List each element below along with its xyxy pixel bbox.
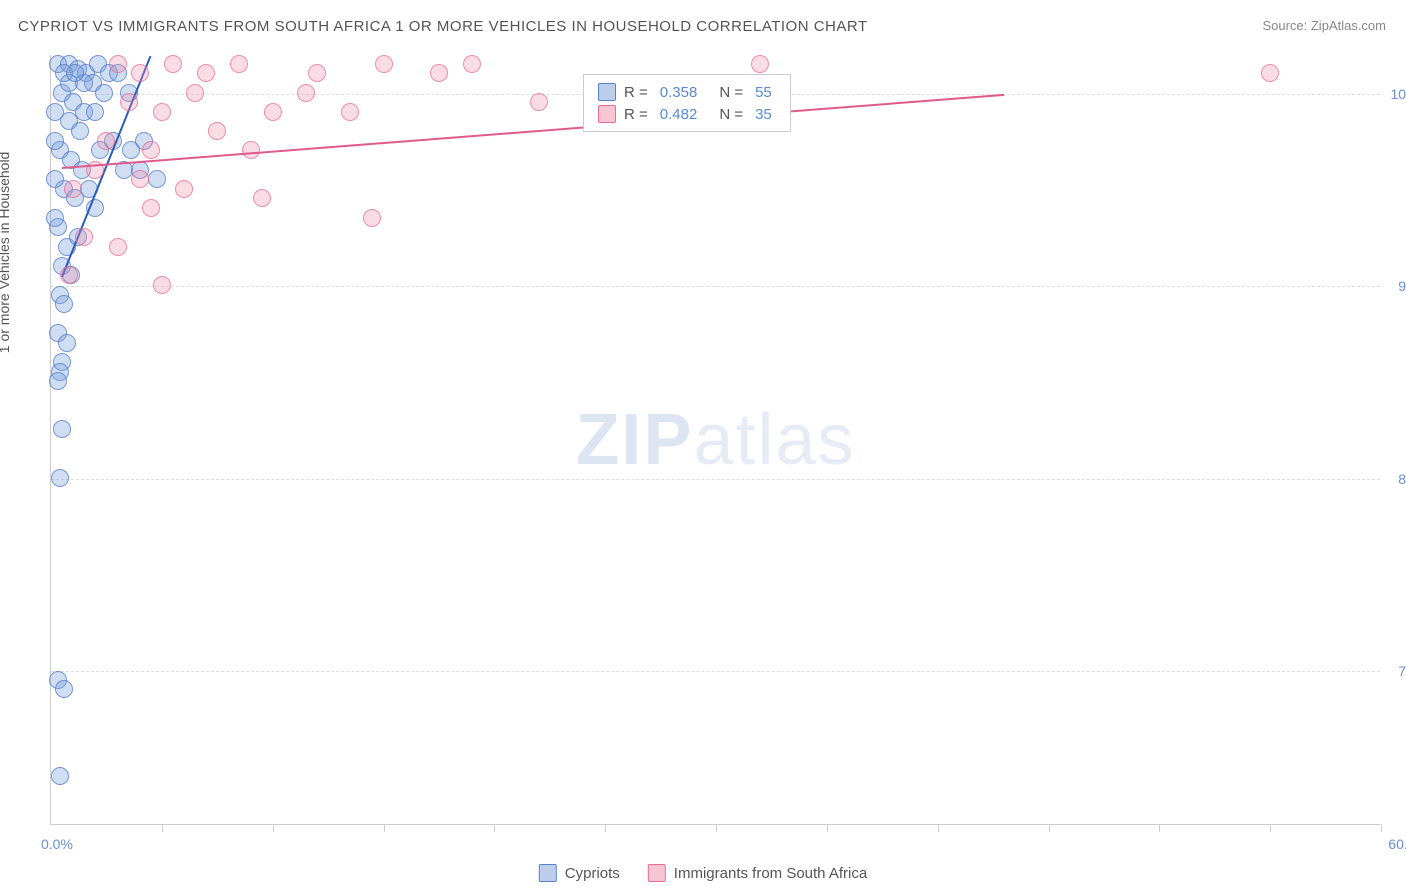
data-point [264, 103, 282, 121]
data-point [131, 64, 149, 82]
data-point [58, 334, 76, 352]
corr-swatch [598, 105, 616, 123]
x-tick [384, 824, 385, 832]
data-point [530, 93, 548, 111]
n-label: N = [719, 84, 743, 101]
data-point [46, 103, 64, 121]
x-tick [162, 824, 163, 832]
watermark: ZIPatlas [575, 399, 855, 481]
data-point [208, 122, 226, 140]
watermark-bold: ZIP [575, 400, 693, 480]
data-point [49, 372, 67, 390]
source-attribution: Source: ZipAtlas.com [1262, 18, 1386, 33]
watermark-light: atlas [693, 400, 855, 480]
gridline [51, 286, 1380, 287]
data-point [230, 55, 248, 73]
x-tick [1381, 824, 1382, 832]
x-tick [605, 824, 606, 832]
data-point [109, 238, 127, 256]
x-tick [827, 824, 828, 832]
data-point [186, 84, 204, 102]
x-tick [1049, 824, 1050, 832]
data-point [153, 276, 171, 294]
correlation-row: R = 0.358 N = 55 [598, 81, 776, 103]
data-point [95, 84, 113, 102]
r-value: 0.482 [660, 106, 698, 123]
x-tick [1270, 824, 1271, 832]
data-point [46, 170, 64, 188]
data-point [142, 141, 160, 159]
data-point [153, 103, 171, 121]
x-tick [1159, 824, 1160, 832]
data-point [430, 64, 448, 82]
data-point [375, 55, 393, 73]
y-tick-label: 70.0% [1398, 663, 1406, 679]
data-point [60, 266, 78, 284]
chart-title: CYPRIOT VS IMMIGRANTS FROM SOUTH AFRICA … [18, 18, 868, 35]
data-point [1261, 64, 1279, 82]
data-point [175, 180, 193, 198]
y-axis-label: 1 or more Vehicles in Household [0, 152, 12, 354]
source-prefix: Source: [1262, 18, 1310, 33]
r-label: R = [624, 106, 648, 123]
data-point [66, 64, 84, 82]
data-point [55, 295, 73, 313]
data-point [109, 55, 127, 73]
data-point [308, 64, 326, 82]
data-point [197, 64, 215, 82]
data-point [131, 170, 149, 188]
r-label: R = [624, 84, 648, 101]
data-point [64, 180, 82, 198]
x-axis-max-label: 60.0% [1388, 836, 1406, 852]
gridline [51, 479, 1380, 480]
data-point [463, 55, 481, 73]
y-tick-label: 100.0% [1391, 86, 1406, 102]
legend-swatch-blue [539, 864, 557, 882]
data-point [51, 469, 69, 487]
correlation-legend: R = 0.358 N = 55 R = 0.482 N = 35 [583, 74, 791, 132]
legend-item-cypriots: Cypriots [539, 864, 620, 882]
data-point [341, 103, 359, 121]
n-label: N = [719, 106, 743, 123]
correlation-row: R = 0.482 N = 35 [598, 103, 776, 125]
r-value: 0.358 [660, 84, 698, 101]
data-point [86, 103, 104, 121]
n-value: 55 [755, 84, 772, 101]
x-axis-origin-label: 0.0% [41, 836, 73, 852]
legend-label-immigrants: Immigrants from South Africa [674, 865, 867, 882]
data-point [97, 132, 115, 150]
chart-plot-area: ZIPatlas 0.0% 60.0% 70.0%80.0%90.0%100.0… [50, 55, 1380, 825]
data-point [120, 93, 138, 111]
data-point [253, 189, 271, 207]
data-point [363, 209, 381, 227]
legend-swatch-pink [648, 864, 666, 882]
data-point [148, 170, 166, 188]
x-tick [938, 824, 939, 832]
x-tick [716, 824, 717, 832]
n-value: 35 [755, 106, 772, 123]
corr-swatch [598, 83, 616, 101]
data-point [51, 767, 69, 785]
legend-item-immigrants: Immigrants from South Africa [648, 864, 867, 882]
gridline [51, 671, 1380, 672]
data-point [46, 132, 64, 150]
data-point [297, 84, 315, 102]
data-point [53, 420, 71, 438]
x-tick [494, 824, 495, 832]
data-point [46, 209, 64, 227]
y-tick-label: 90.0% [1398, 278, 1406, 294]
data-point [75, 228, 93, 246]
data-point [242, 141, 260, 159]
data-point [164, 55, 182, 73]
bottom-legend: Cypriots Immigrants from South Africa [539, 864, 867, 882]
data-point [142, 199, 160, 217]
y-tick-label: 80.0% [1398, 471, 1406, 487]
data-point [71, 122, 89, 140]
x-tick [273, 824, 274, 832]
source-link[interactable]: ZipAtlas.com [1311, 18, 1386, 33]
legend-label-cypriots: Cypriots [565, 865, 620, 882]
data-point [55, 680, 73, 698]
data-point [751, 55, 769, 73]
